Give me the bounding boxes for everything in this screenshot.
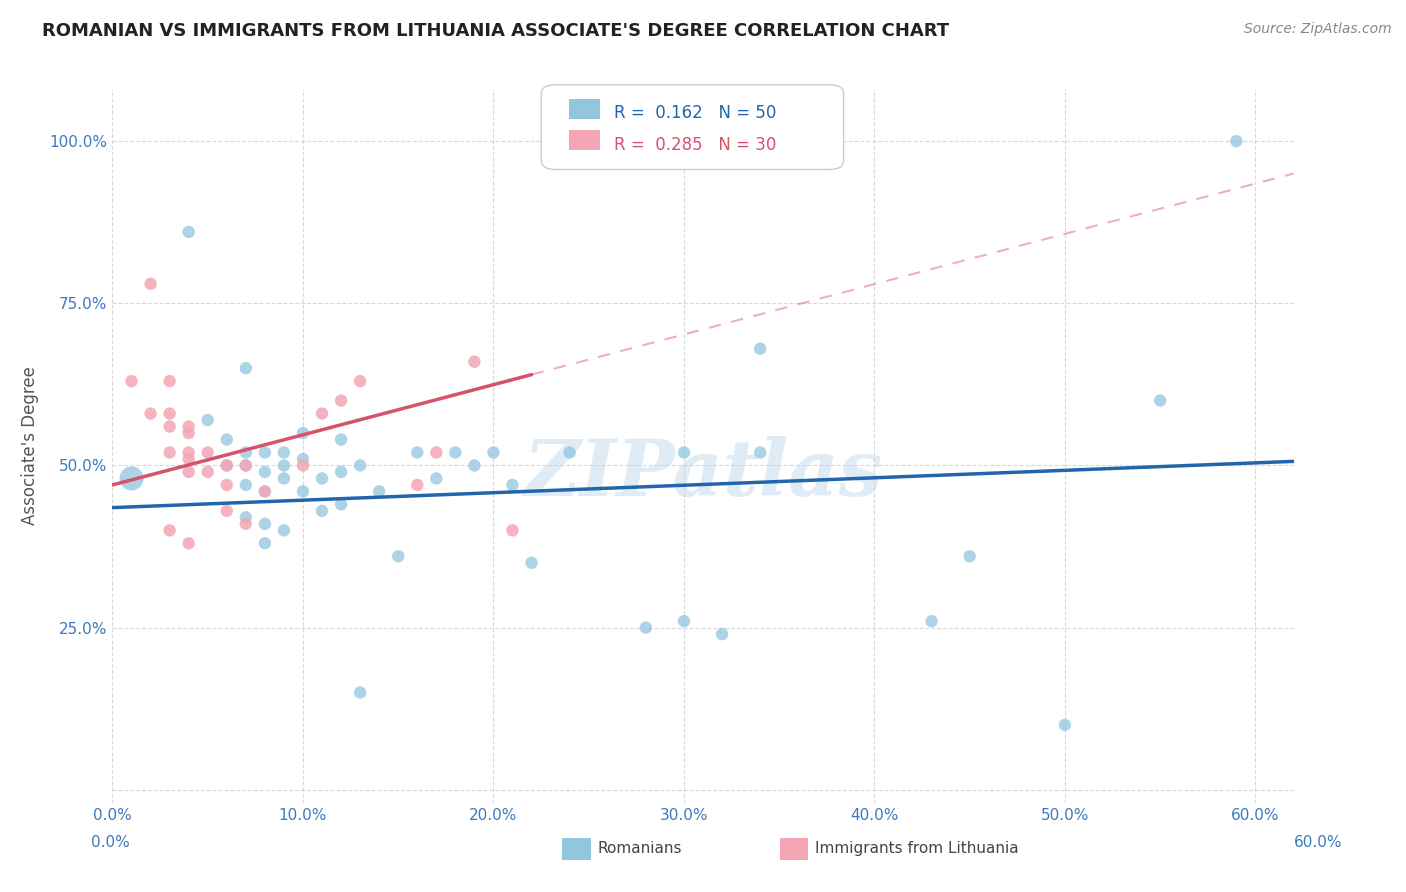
Point (177, 419, 200, 434)
Point (121, 471, 143, 485)
Point (349, 685, 371, 699)
Point (291, 425, 314, 440)
Point (253, 445, 276, 459)
Point (502, 478, 524, 492)
Point (215, 478, 238, 492)
Point (177, 536, 200, 550)
Point (273, 445, 295, 459)
Point (253, 484, 276, 499)
Point (177, 425, 200, 440)
Point (672, 614, 695, 628)
Point (197, 445, 219, 459)
Point (444, 445, 467, 459)
Y-axis label: Associate's Degree: Associate's Degree (21, 367, 38, 525)
Point (197, 413, 219, 427)
Point (159, 374, 181, 388)
Point (273, 524, 295, 538)
Point (330, 433, 353, 447)
Point (253, 465, 276, 479)
Point (291, 484, 314, 499)
Point (330, 465, 353, 479)
Point (273, 471, 295, 485)
Point (235, 445, 257, 459)
Text: Source: ZipAtlas.com: Source: ZipAtlas.com (1244, 22, 1392, 37)
Point (634, 621, 657, 635)
Point (177, 225, 200, 239)
Point (749, 445, 772, 459)
Point (177, 465, 200, 479)
Point (749, 342, 772, 356)
Point (159, 445, 181, 459)
Point (672, 445, 695, 459)
Text: R =  0.285   N = 30: R = 0.285 N = 30 (614, 136, 776, 153)
Point (711, 627, 734, 641)
Text: 0.0%: 0.0% (91, 836, 131, 850)
Text: Immigrants from Lithuania: Immigrants from Lithuania (815, 841, 1019, 855)
Point (311, 471, 333, 485)
Point (215, 504, 238, 518)
Point (291, 452, 314, 467)
Point (235, 458, 257, 473)
Point (406, 445, 429, 459)
Point (406, 478, 429, 492)
Point (159, 419, 181, 434)
Text: ROMANIAN VS IMMIGRANTS FROM LITHUANIA ASSOCIATE'S DEGREE CORRELATION CHART: ROMANIAN VS IMMIGRANTS FROM LITHUANIA AS… (42, 22, 949, 40)
Point (235, 361, 257, 376)
Point (558, 445, 581, 459)
Point (463, 458, 485, 473)
Point (425, 445, 447, 459)
Point (349, 458, 371, 473)
Point (253, 484, 276, 499)
Point (177, 452, 200, 467)
Point (159, 524, 181, 538)
Point (215, 433, 238, 447)
Point (139, 277, 162, 291)
Point (463, 354, 485, 368)
Point (502, 524, 524, 538)
Point (330, 393, 353, 408)
Point (197, 465, 219, 479)
Point (235, 510, 257, 524)
Point (368, 484, 391, 499)
Point (235, 516, 257, 531)
Point (235, 458, 257, 473)
Point (121, 374, 143, 388)
Point (273, 458, 295, 473)
Point (330, 497, 353, 511)
Point (1225, 134, 1247, 148)
Point (159, 407, 181, 421)
Point (387, 549, 409, 564)
Text: 60.0%: 60.0% (1295, 836, 1343, 850)
Point (215, 458, 238, 473)
Point (1053, 718, 1076, 732)
Point (139, 407, 162, 421)
Point (959, 549, 981, 564)
Point (291, 458, 314, 473)
Point (425, 471, 447, 485)
Point (349, 374, 371, 388)
Point (482, 445, 505, 459)
Point (921, 614, 943, 628)
Point (253, 536, 276, 550)
Point (1149, 393, 1171, 408)
Point (215, 458, 238, 473)
Point (311, 407, 333, 421)
Text: R =  0.162   N = 50: R = 0.162 N = 50 (614, 104, 776, 122)
Point (520, 556, 543, 570)
Point (253, 516, 276, 531)
Text: ZIPatlas: ZIPatlas (523, 436, 883, 513)
Point (177, 445, 200, 459)
Point (311, 504, 333, 518)
Text: Romanians: Romanians (598, 841, 682, 855)
Point (235, 478, 257, 492)
